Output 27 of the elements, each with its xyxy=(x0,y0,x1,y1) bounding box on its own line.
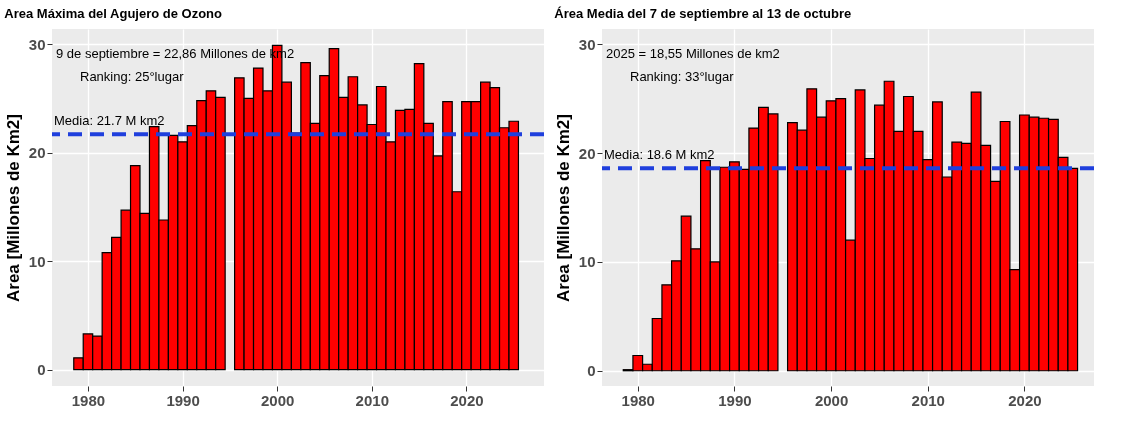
x-tick-label: 1990 xyxy=(166,391,200,409)
y-tick-label: 30 xyxy=(578,35,596,53)
x-tick-label: 2000 xyxy=(261,391,295,409)
ref-line-label: Media: 18.6 M km2 xyxy=(604,147,715,163)
x-tick-label: 2010 xyxy=(911,391,945,409)
chart-title: Area Máxima del Agujero de Ozono xyxy=(4,6,223,21)
x-tick-label: 2010 xyxy=(355,391,389,409)
y-axis-title: Area [Millones de Km2] xyxy=(553,114,573,302)
y-tick-label: 0 xyxy=(37,361,46,379)
x-tick-label: 2020 xyxy=(450,391,484,409)
x-tick-label: 1990 xyxy=(718,391,752,409)
y-tick-label: 30 xyxy=(28,35,46,53)
y-tick-label: 20 xyxy=(28,144,46,162)
y-axis-title: Area [Millones de Km2] xyxy=(3,114,23,302)
chart-title: Área Media del 7 de septiembre al 13 de octubre xyxy=(554,6,852,21)
x-tick-label: 1980 xyxy=(621,391,655,409)
annotation: Ranking: 25°lugar xyxy=(80,69,185,84)
y-tick-label: 10 xyxy=(28,252,46,270)
x-tick-label: 1980 xyxy=(71,391,106,409)
ref-line-label: Media: 21.7 M km2 xyxy=(54,113,165,129)
x-tick-label: 2020 xyxy=(1008,391,1042,409)
y-tick-label: 0 xyxy=(587,362,596,380)
y-tick-label: 20 xyxy=(578,144,596,162)
annotation: Ranking: 33°lugar xyxy=(630,69,735,84)
annotation: 2025 = 18,55 Millones de km2 xyxy=(606,46,780,61)
x-tick-label: 2000 xyxy=(814,391,849,409)
y-tick-label: 10 xyxy=(578,253,596,271)
